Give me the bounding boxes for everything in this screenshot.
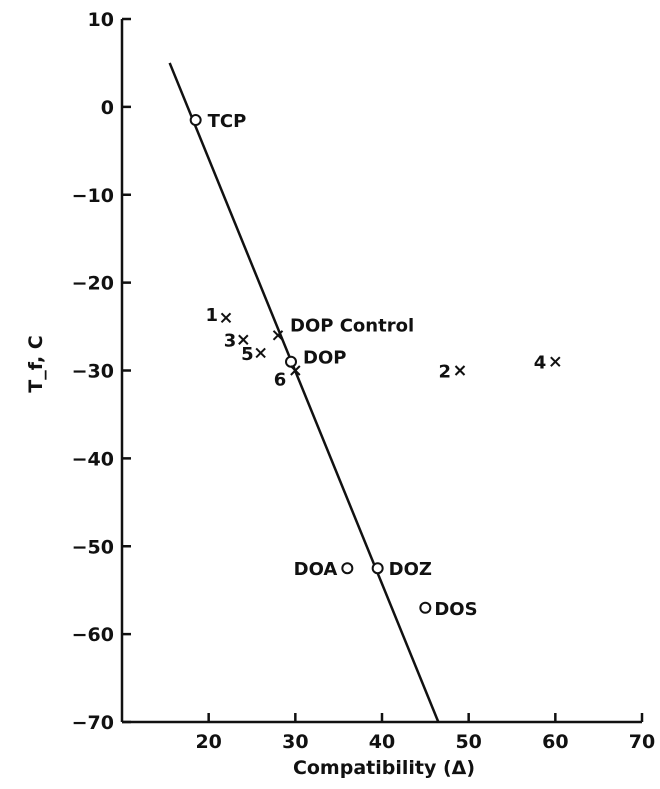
point-label-2: 2 — [438, 362, 451, 383]
point-marker-circle-dop — [285, 355, 297, 368]
cross-stroke — [550, 356, 561, 367]
point-marker-circle-doa — [341, 562, 354, 575]
cross-stroke — [238, 334, 249, 345]
cross-stroke — [290, 365, 301, 376]
point-label-6: 6 — [274, 370, 287, 391]
point-marker-cross-dop-control — [272, 330, 284, 341]
point-label-doz: DOZ — [389, 559, 432, 580]
y-tick-label: 10 — [88, 9, 114, 31]
x-tick-label: 40 — [369, 731, 395, 753]
y-tick-label: −70 — [72, 712, 114, 734]
point-label-dop: DOP — [303, 348, 346, 369]
y-tick-label: −20 — [72, 273, 114, 295]
point-label-tcp: TCP — [208, 111, 247, 132]
point-marker-circle-tcp — [189, 114, 202, 127]
point-marker-circle-dos — [419, 601, 432, 614]
point-label-4: 4 — [534, 353, 547, 374]
y-tick-label: −50 — [72, 536, 114, 558]
point-marker-cross-6 — [290, 365, 301, 376]
point-label-doa: DOA — [294, 559, 338, 580]
x-axis-title: Compatibility (Δ) — [293, 757, 475, 779]
y-tick-label: −60 — [72, 624, 114, 646]
x-tick-label: 30 — [282, 731, 308, 753]
point-marker-cross-2 — [454, 365, 466, 376]
cross-stroke — [255, 347, 266, 359]
point-marker-cross-5 — [255, 347, 266, 359]
cross-stroke — [454, 365, 466, 376]
cross-stroke — [272, 330, 284, 341]
y-tick-label: −40 — [72, 448, 114, 470]
y-tick-label: −10 — [72, 185, 114, 207]
x-tick-label: 20 — [195, 731, 221, 753]
x-tick-label: 60 — [542, 731, 568, 753]
point-label-3: 3 — [224, 331, 237, 352]
point-marker-cross-3 — [238, 334, 249, 345]
x-tick-label: 50 — [455, 731, 481, 753]
y-axis-title: T_f, C — [25, 335, 47, 392]
point-marker-cross-1 — [220, 312, 232, 323]
trend-line-group — [168, 62, 440, 723]
point-marker-circle-doz — [371, 562, 384, 575]
trend-line — [168, 62, 440, 723]
y-tick-label: 0 — [101, 97, 114, 119]
point-label-1: 1 — [205, 305, 218, 326]
x-tick-label: 70 — [629, 731, 655, 753]
point-marker-cross-4 — [550, 356, 561, 367]
cross-stroke — [220, 312, 232, 323]
y-tick-label: −30 — [72, 361, 114, 383]
point-label-5: 5 — [241, 344, 254, 365]
point-label-dop-control: DOP Control — [290, 315, 414, 336]
axes: 10 0 −10 −20 −30 −40 −50 −60 −70 20 30 40 50 60 70 — [72, 9, 656, 753]
point-label-dos: DOS — [434, 599, 477, 620]
